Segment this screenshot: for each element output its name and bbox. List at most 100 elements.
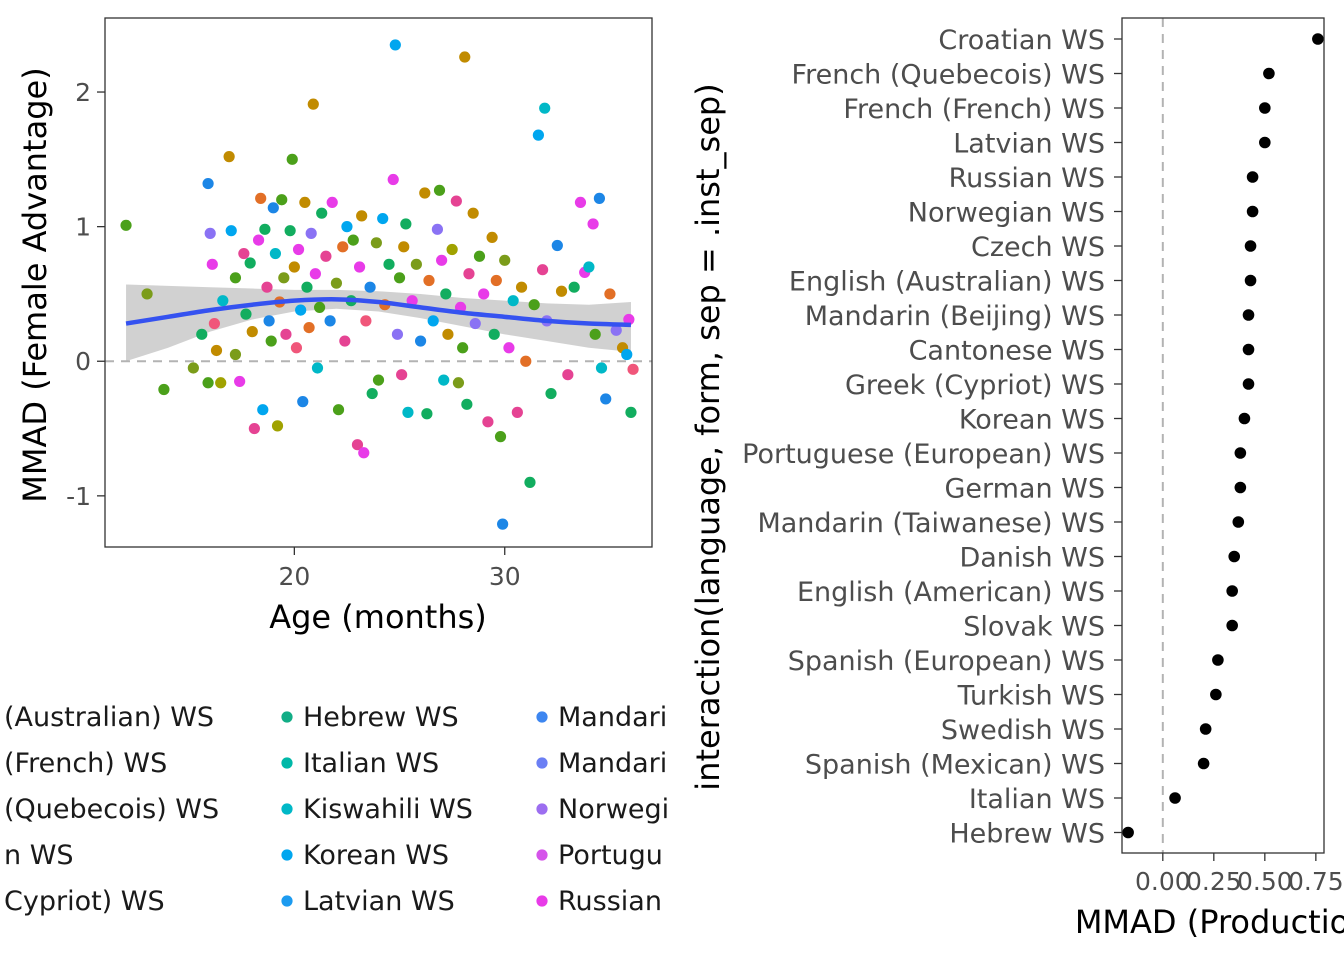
scatter-point — [269, 247, 282, 260]
y-tick-label: 1 — [75, 213, 91, 242]
x-tick-label-right: 0.25 — [1186, 867, 1242, 896]
scatter-point — [589, 328, 601, 340]
x-tick-label-right: 0.75 — [1288, 867, 1344, 896]
y-tick-label: -1 — [66, 482, 91, 511]
scatter-point — [555, 285, 568, 297]
legend-label: Latvian WS — [303, 886, 455, 917]
scatter-point — [625, 406, 637, 418]
scatter-point — [276, 194, 288, 206]
scatter-point — [360, 315, 372, 327]
scatter-point — [593, 192, 606, 204]
scatter-point — [240, 308, 252, 320]
scatter-point — [259, 223, 271, 235]
scatter-point — [208, 317, 220, 330]
scatter-point — [442, 328, 454, 340]
category-label: Norwegian WS — [908, 198, 1105, 229]
category-label: Spanish (Mexican) WS — [805, 750, 1105, 781]
scatter-point — [400, 218, 412, 230]
category-label: Slovak WS — [963, 612, 1105, 643]
y-axis-title-right: interaction(language, form, sep = .inst_… — [689, 83, 727, 790]
x-axis-title-right: MMAD (Productio — [1075, 903, 1344, 941]
scatter-point — [295, 304, 307, 316]
scatter-point — [446, 243, 458, 256]
category-label: Russian WS — [949, 163, 1105, 194]
scatter-point — [215, 377, 227, 389]
dot-point — [1226, 585, 1238, 597]
scatter-point — [463, 268, 475, 280]
scatter-point — [387, 173, 399, 186]
scatter-point — [478, 288, 490, 300]
dot-point — [1246, 171, 1259, 183]
scatter-point — [309, 268, 321, 280]
scatter-point — [595, 362, 608, 374]
dot-point — [1242, 378, 1255, 390]
legend-key — [281, 757, 293, 769]
scatter-point — [398, 241, 410, 253]
dot-point — [1232, 516, 1245, 528]
scatter-point — [244, 257, 256, 269]
scatter-point — [393, 272, 406, 284]
scatter-point — [307, 98, 319, 110]
x-axis-ticks: 20 30 — [278, 547, 521, 591]
category-label: French (Quebecois) WS — [792, 60, 1105, 91]
scatter-point — [341, 221, 353, 233]
legend-label: Cypriot) WS — [4, 886, 165, 917]
legend-label: Mandari — [558, 702, 667, 733]
scatter-point — [280, 328, 292, 340]
scatter-point — [438, 374, 450, 386]
scatter-point — [210, 344, 223, 357]
legend-key — [281, 895, 293, 907]
dot-points — [1122, 33, 1324, 839]
scatter-point — [332, 404, 345, 416]
legend-label: Kiswahili WS — [303, 794, 473, 825]
legend-label: n WS — [4, 840, 74, 871]
category-label: Latvian WS — [953, 129, 1105, 160]
legend-label: (Quebecois) WS — [4, 794, 219, 825]
x-tick-label-right: 0.50 — [1237, 867, 1293, 896]
scatter-point — [457, 342, 469, 354]
scatter-point — [320, 250, 332, 262]
scatter-point — [532, 129, 544, 141]
scatter-point — [410, 258, 422, 270]
scatter-point — [583, 261, 595, 273]
scatter-point — [202, 177, 214, 190]
legend-label: Italian WS — [303, 748, 439, 779]
dot-point — [1234, 447, 1247, 459]
scatter-point — [507, 295, 519, 307]
scatter-point — [545, 387, 557, 400]
dot-point — [1242, 309, 1255, 321]
y-tick-label: 0 — [75, 347, 91, 376]
scatter-point — [305, 227, 317, 239]
scatter-point — [574, 196, 587, 209]
scatter-point — [467, 207, 479, 219]
dot-plot-border — [1121, 17, 1325, 854]
scatter-point — [610, 324, 622, 336]
dot-point — [1263, 67, 1275, 80]
scatter-point — [389, 39, 401, 51]
scatter-point — [490, 274, 502, 287]
scatter-point — [311, 362, 324, 374]
scatter-point — [263, 315, 275, 327]
scatter-point — [604, 288, 616, 300]
dot-point — [1238, 412, 1251, 425]
scatter-point — [452, 377, 465, 389]
scatter-point — [414, 335, 427, 347]
scatter-point — [358, 447, 370, 459]
dot-point — [1244, 274, 1257, 287]
scatter-point — [313, 301, 326, 314]
category-label: Danish WS — [959, 543, 1105, 574]
legend-key — [536, 803, 548, 815]
scatter-point — [486, 231, 498, 244]
dot-point — [1246, 205, 1259, 218]
scatter-point — [511, 406, 523, 418]
scatter-point — [524, 476, 536, 488]
legend-key — [536, 849, 548, 861]
scatter-plot-border — [104, 17, 653, 548]
scatter-point — [324, 315, 336, 327]
scatter-point — [364, 281, 376, 293]
scatter-points — [120, 39, 639, 530]
scatter-point — [284, 225, 296, 237]
scatter-point — [347, 234, 359, 246]
